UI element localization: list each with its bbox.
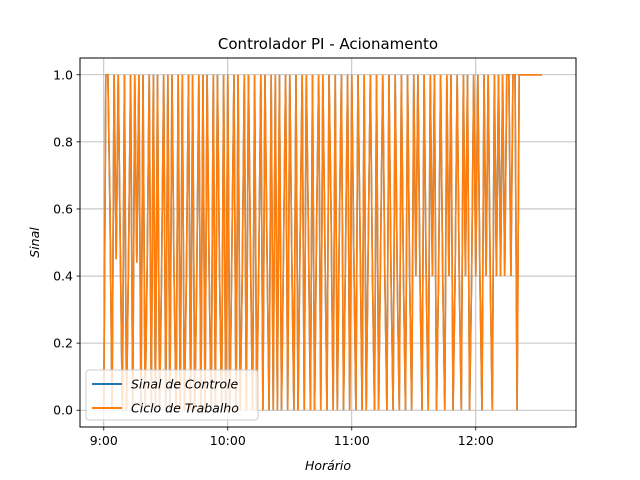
ticks: 0.0 0.2 0.4 0.6 0.8 1.0 9:00 10:00 11:00 12:00 (53, 67, 494, 448)
y-tick-label: 0.6 (53, 201, 73, 216)
x-tick-label: 11:00 (334, 433, 370, 448)
legend-box (85, 369, 259, 421)
y-tick-label: 0.0 (53, 403, 73, 418)
y-axis-label: Sinal (27, 227, 42, 258)
legend-label-ciclo-de-trabalho: Ciclo de Trabalho (131, 401, 239, 416)
y-tick-label: 0.2 (53, 336, 73, 351)
legend-label-sinal-de-controle: Sinal de Controle (131, 377, 238, 392)
series-line-ciclo-de-trabalho (102, 73, 542, 411)
y-tick-label: 0.8 (53, 134, 73, 149)
x-tick-label: 12:00 (458, 433, 494, 448)
chart-title: Controlador PI - Acionamento (218, 35, 438, 53)
legend: Sinal de Controle Ciclo de Trabalho (85, 369, 259, 421)
x-tick-label: 10:00 (210, 433, 246, 448)
plot-frame (79, 57, 577, 428)
series-layer (102, 73, 542, 411)
y-tick-label: 1.0 (53, 67, 73, 82)
x-tick-label: 9:00 (90, 433, 118, 448)
x-axis-label: Horário (305, 458, 351, 473)
y-tick-label: 0.4 (53, 269, 73, 284)
